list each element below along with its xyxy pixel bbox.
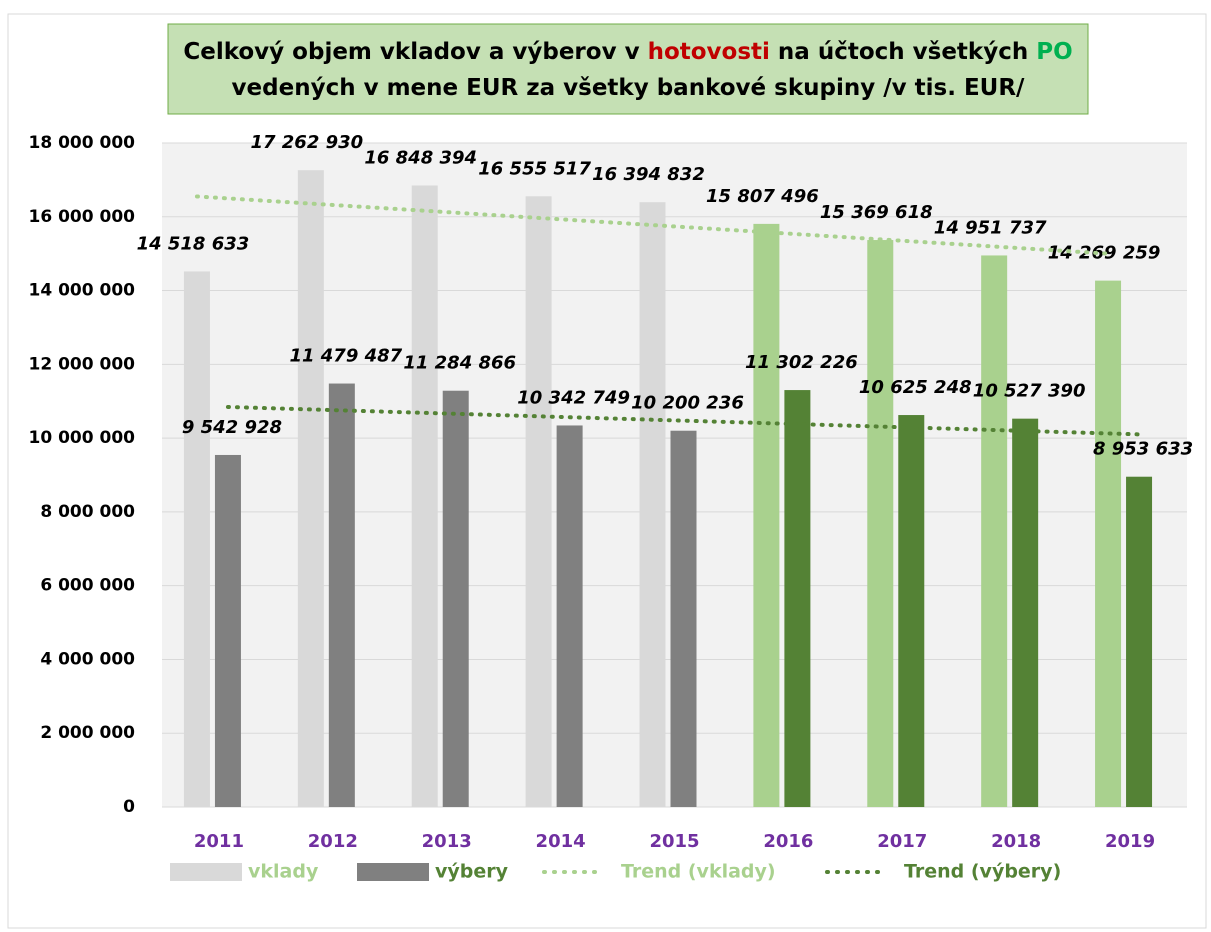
legend-swatch: [170, 863, 242, 881]
data-label: 11 284 866: [403, 353, 516, 374]
bar: [525, 196, 552, 807]
bar: [183, 271, 210, 807]
title-part: PO: [1036, 39, 1072, 65]
x-tick-label: 2014: [536, 831, 586, 852]
data-label: 15 369 618: [820, 202, 933, 223]
bar: [556, 425, 583, 807]
bar: [328, 383, 355, 807]
bar: [214, 454, 241, 807]
bar: [898, 415, 925, 807]
x-tick-label: 2013: [422, 831, 472, 852]
legend-label: Trend (vklady): [621, 861, 776, 883]
data-label: 11 479 487: [289, 346, 402, 367]
y-tick-label: 14 000 000: [29, 281, 136, 301]
data-label: 17 262 930: [250, 132, 363, 153]
trend-line: [225, 404, 1142, 437]
x-tick-label: 2018: [991, 831, 1041, 852]
bar: [784, 390, 811, 807]
bar: [297, 170, 324, 807]
title-box: [167, 23, 1089, 115]
data-label: 10 342 749: [517, 387, 630, 408]
y-tick-label: 18 000 000: [29, 133, 136, 153]
data-label: 16 848 394: [364, 147, 477, 168]
x-tick-label: 2011: [194, 831, 244, 852]
data-label: 8 953 633: [1093, 439, 1193, 460]
bar: [867, 240, 894, 808]
trend-line: [194, 194, 1111, 256]
x-tick-label: 2016: [763, 831, 813, 852]
data-label: 11 302 226: [745, 352, 858, 373]
data-label: 14 518 633: [137, 233, 250, 254]
y-tick-label: 2 000 000: [40, 723, 135, 743]
x-tick-label: 2017: [877, 831, 927, 852]
data-label: 9 542 928: [182, 417, 282, 438]
bar: [411, 185, 438, 808]
x-tick-label: 2015: [649, 831, 699, 852]
bar: [670, 430, 697, 807]
y-tick-label: 10 000 000: [29, 428, 136, 448]
bar: [639, 202, 666, 807]
bar: [1012, 418, 1039, 807]
data-label: 10 200 236: [631, 393, 744, 414]
y-tick-label: 8 000 000: [40, 502, 135, 522]
legend-label: výbery: [435, 861, 509, 883]
data-label: 16 555 517: [478, 158, 591, 179]
legend-label: Trend (výbery): [904, 861, 1061, 883]
chart-title: vedených v mene EUR za všetky bankové sk…: [232, 75, 1026, 101]
data-label: 14 951 737: [934, 217, 1047, 238]
bar: [1126, 476, 1153, 807]
legend-swatch: [357, 863, 429, 881]
bar: [442, 390, 469, 807]
legend-label: vklady: [248, 861, 319, 883]
data-label: 15 807 496: [706, 186, 819, 207]
x-tick-label: 2019: [1105, 831, 1155, 852]
bar: [981, 255, 1008, 808]
bar: [1095, 280, 1122, 807]
y-tick-label: 4 000 000: [40, 649, 135, 669]
y-tick-label: 12 000 000: [29, 354, 136, 374]
title-part: vedených v mene EUR za všetky bankové sk…: [232, 75, 1026, 101]
title-part: na účtoch všetkých: [770, 39, 1036, 65]
title-part: hotovosti: [648, 39, 770, 65]
data-label: 16 394 832: [592, 164, 705, 185]
data-label: 10 625 248: [859, 377, 972, 398]
title-part: Celkový objem vkladov a výberov v: [183, 39, 647, 65]
y-tick-label: 6 000 000: [40, 576, 135, 596]
y-tick-label: 0: [123, 797, 135, 817]
chart-title: Celkový objem vkladov a výberov v hotovo…: [183, 39, 1072, 65]
y-tick-label: 16 000 000: [29, 207, 136, 227]
bar: [753, 223, 780, 808]
data-label: 10 527 390: [973, 381, 1086, 402]
x-tick-label: 2012: [308, 831, 358, 852]
